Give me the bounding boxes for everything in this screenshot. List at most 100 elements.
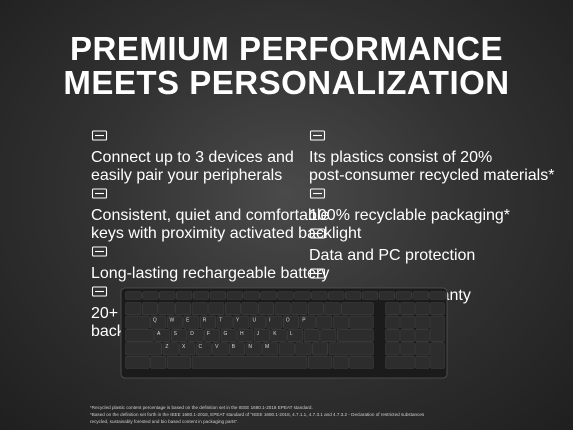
footnote: *Based on the definition set forth in th… xyxy=(90,412,425,417)
key xyxy=(385,329,400,342)
key xyxy=(249,315,266,329)
feature: 100% recyclable packaging* xyxy=(309,185,554,225)
key-label: R xyxy=(203,317,207,323)
feature: Consistent, quiet and comfortable keys wi… xyxy=(91,185,361,243)
feature-text: Long-lasting rechargeable battery xyxy=(91,265,361,283)
key xyxy=(266,315,283,329)
icon-glyph xyxy=(309,188,326,199)
key xyxy=(324,302,341,316)
key xyxy=(316,315,333,329)
key-label: C xyxy=(199,344,203,350)
key xyxy=(208,302,225,316)
key-label: G xyxy=(223,331,227,337)
feature-icon xyxy=(91,127,361,149)
key xyxy=(303,329,320,342)
key xyxy=(245,342,262,356)
key xyxy=(125,291,142,300)
key-label: L xyxy=(290,331,293,337)
key-label: S xyxy=(174,331,178,337)
key-label: V xyxy=(215,344,219,350)
feature-icon xyxy=(91,283,361,305)
key xyxy=(229,342,246,356)
key xyxy=(125,315,150,329)
icon-glyph xyxy=(91,188,108,199)
key xyxy=(125,355,150,369)
key xyxy=(171,329,187,342)
key xyxy=(312,342,329,356)
key xyxy=(175,302,192,316)
feature: Connect up to 3 devices and easily pair y… xyxy=(91,127,361,185)
feature: Data and PC protection xyxy=(309,225,554,265)
key xyxy=(361,291,379,300)
key xyxy=(385,302,400,316)
key xyxy=(400,329,415,342)
key-label: M xyxy=(265,344,269,350)
key xyxy=(328,342,374,356)
key xyxy=(378,291,396,300)
feature-line: Consistent, quiet and comfortable xyxy=(91,207,330,224)
key-label: N xyxy=(248,344,252,350)
key-label: I xyxy=(269,317,270,323)
key xyxy=(332,355,349,369)
icon-glyph xyxy=(309,130,326,141)
key xyxy=(429,291,446,300)
key xyxy=(262,342,279,356)
headline-line: PREMIUM PERFORMANCE xyxy=(69,30,503,67)
key xyxy=(125,302,142,316)
key-label: J xyxy=(257,331,260,337)
key xyxy=(254,329,270,342)
key xyxy=(270,329,287,342)
feature-line: Its plastics consist of 20% xyxy=(309,149,493,166)
key xyxy=(287,329,304,342)
icon-glyph xyxy=(91,286,108,297)
key xyxy=(415,355,430,369)
key xyxy=(166,315,183,329)
key xyxy=(274,302,291,316)
key xyxy=(415,329,430,342)
key-label: X xyxy=(182,344,186,350)
key xyxy=(400,342,415,356)
feature: Long-lasting rechargeable battery xyxy=(91,243,361,283)
key-label: Z xyxy=(165,344,168,350)
key xyxy=(237,329,254,342)
key xyxy=(345,291,362,300)
key xyxy=(430,342,445,369)
feature-line: easily pair your peripherals xyxy=(91,167,283,184)
key-label: U xyxy=(253,317,257,323)
feature-text: 100% recyclable packaging* xyxy=(309,207,554,225)
key-label: K xyxy=(273,331,277,337)
key xyxy=(141,302,158,316)
key xyxy=(191,302,208,316)
feature-line: Long-lasting rechargeable battery xyxy=(91,265,330,282)
key-label: T xyxy=(219,317,222,323)
feature-text: Its plastics consist of 20% post-consumer… xyxy=(309,149,554,185)
key xyxy=(183,315,200,329)
headline-line: MEETS PERSONALIZATION xyxy=(63,64,510,101)
key xyxy=(241,302,258,316)
key xyxy=(400,315,415,329)
key xyxy=(294,291,311,300)
key xyxy=(430,315,445,342)
key xyxy=(204,329,221,342)
feature-icon xyxy=(309,185,554,207)
feature-icon xyxy=(309,265,554,287)
key xyxy=(385,342,400,356)
key xyxy=(154,329,171,342)
key xyxy=(224,302,241,316)
key xyxy=(209,291,227,300)
key xyxy=(200,315,216,329)
key-label: Y xyxy=(236,317,240,323)
key xyxy=(400,302,415,316)
feature-line: 100% recyclable packaging* xyxy=(309,207,511,224)
key xyxy=(412,291,429,300)
key xyxy=(159,291,176,300)
key xyxy=(166,355,192,369)
key xyxy=(216,315,233,329)
headline: PREMIUM PERFORMANCE MEETS PERSONALIZATION xyxy=(0,32,573,100)
key xyxy=(243,291,260,300)
key xyxy=(125,342,162,356)
feature-line: Data and PC protection xyxy=(309,247,476,264)
feature-icon xyxy=(309,127,554,149)
key xyxy=(162,342,179,356)
